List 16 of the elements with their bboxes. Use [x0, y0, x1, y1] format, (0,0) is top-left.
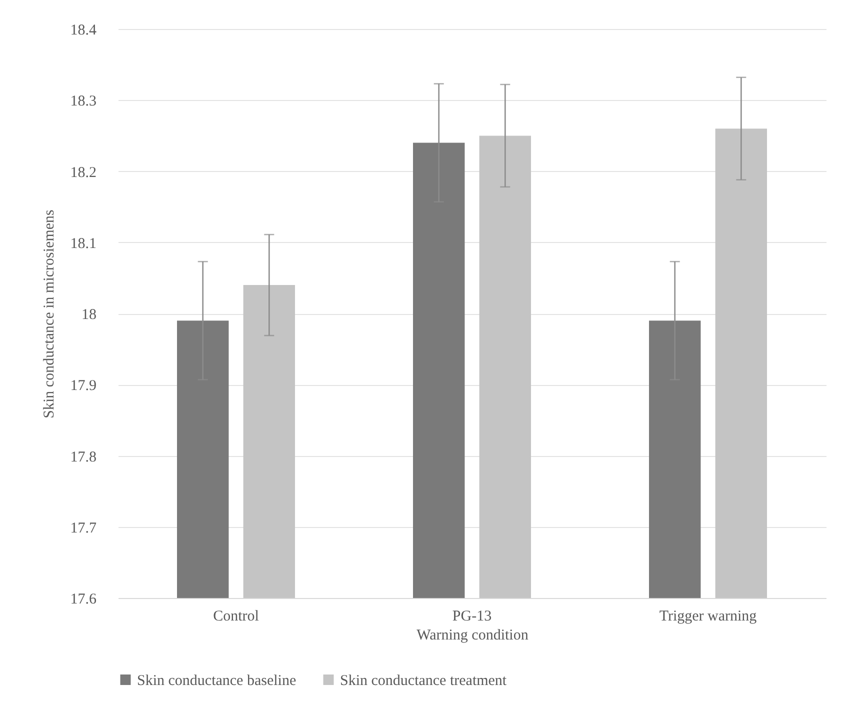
y-tick-label: 17.7 — [70, 520, 97, 536]
x-tick-label: Trigger warning — [659, 608, 758, 624]
y-tick-label: 17.9 — [70, 378, 96, 394]
y-tick-label: 18.1 — [70, 236, 96, 252]
y-tick-label: 18.2 — [70, 164, 96, 181]
y-tick-label: 18 — [82, 307, 96, 323]
x-axis-title: Warning condition — [416, 628, 529, 644]
x-tick-label: Control — [213, 608, 259, 624]
y-tick-label: 18.4 — [70, 22, 97, 38]
legend-label: Skin conductance baseline — [137, 672, 296, 689]
y-tick-label: 17.8 — [70, 449, 96, 466]
legend-label: Skin conductance treatment — [340, 672, 508, 689]
x-tick-label: PG-13 — [452, 608, 492, 624]
y-tick-label: 18.3 — [70, 94, 96, 110]
y-tick-label: 17.6 — [70, 592, 97, 608]
y-axis-title: Skin conductance in microsiemens — [41, 209, 58, 418]
